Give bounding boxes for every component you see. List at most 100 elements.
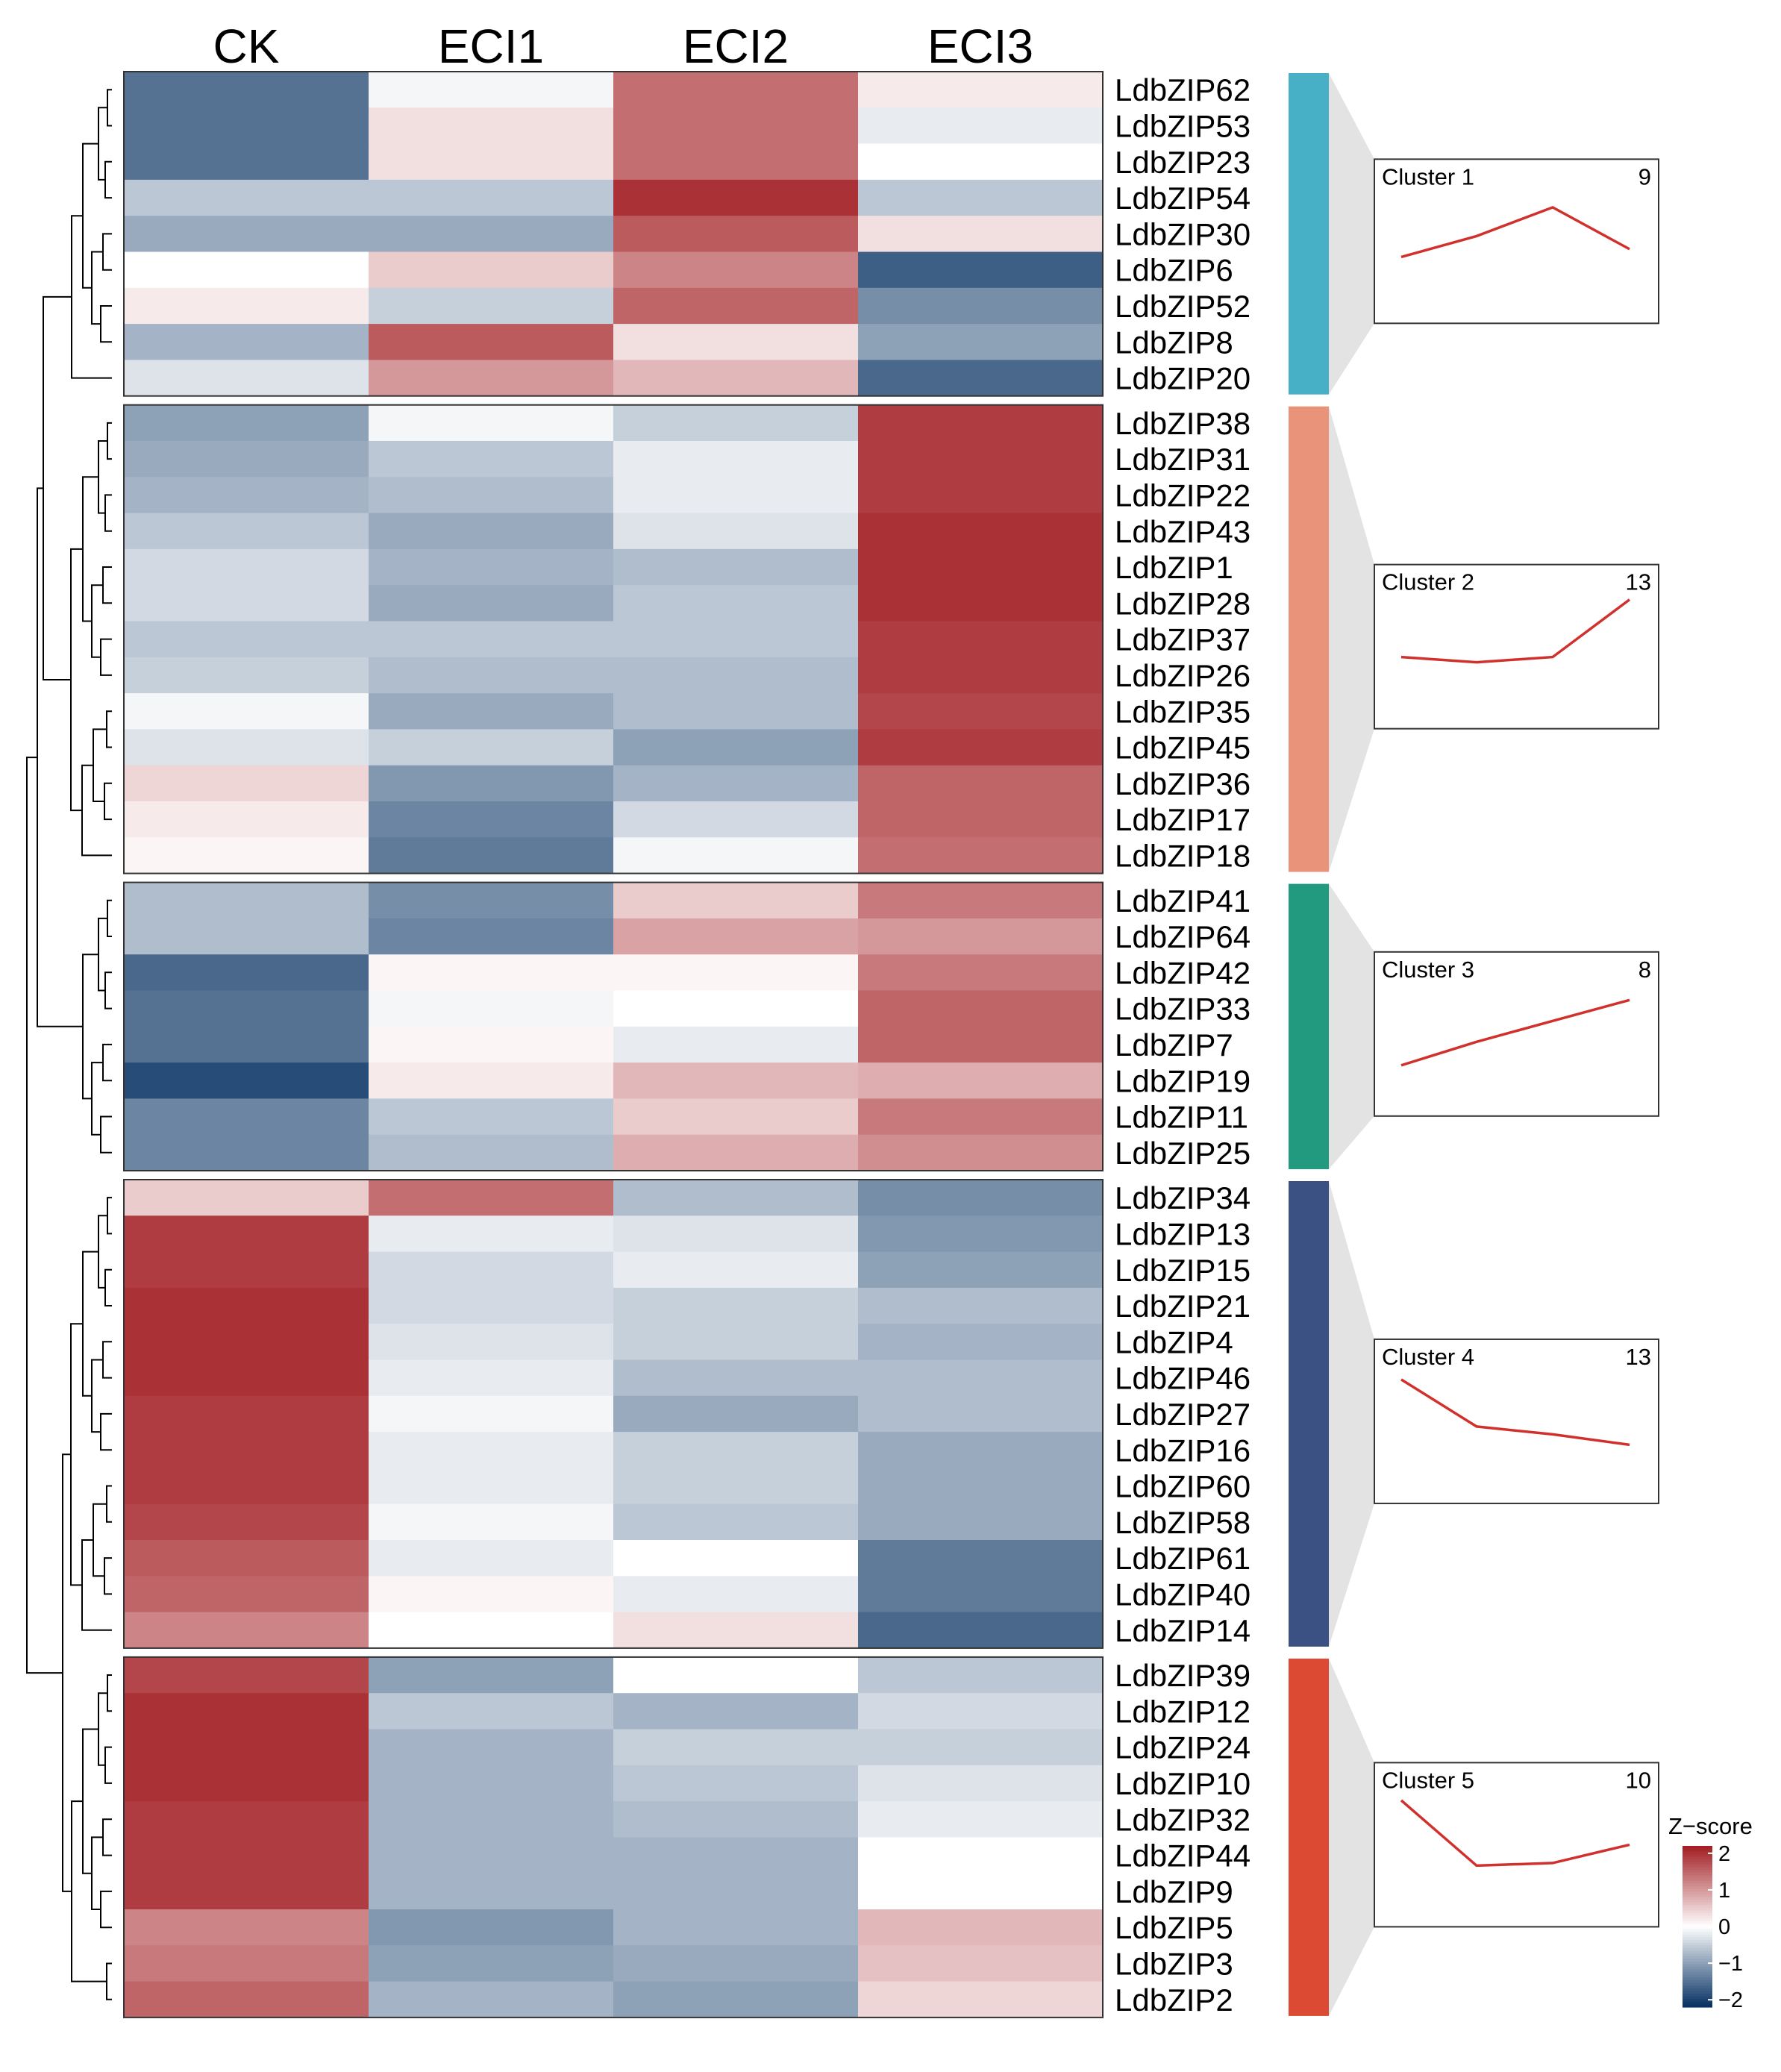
- heatmap-cell: [858, 1062, 1104, 1099]
- row-label: LdbZIP6: [1115, 253, 1233, 288]
- heatmap-cell: [369, 1837, 614, 1874]
- heatmap-cell: [369, 1765, 614, 1802]
- heatmap-cell: [613, 918, 859, 955]
- cluster-panel: [1374, 158, 1659, 325]
- heatmap-cell: [124, 1765, 369, 1802]
- row-label: LdbZIP3: [1115, 1946, 1233, 1981]
- dendrogram-branch: [82, 143, 98, 289]
- colorbar-segment: [1683, 1918, 1712, 1922]
- colorbar-segment: [1683, 1856, 1712, 1860]
- heatmap-cell: [613, 1729, 859, 1766]
- colorbar-segment: [1683, 1929, 1712, 1932]
- row-label: LdbZIP46: [1115, 1361, 1251, 1396]
- heatmap-cell: [858, 1251, 1104, 1289]
- cluster-count: 13: [1626, 569, 1651, 595]
- dendrogram-branch: [98, 440, 107, 514]
- dendrogram-branch: [100, 1412, 112, 1451]
- heatmap-cell: [858, 1540, 1104, 1577]
- heatmap-cell: [613, 1287, 859, 1324]
- heatmap-cell: [369, 990, 614, 1027]
- heatmap-cell: [369, 1432, 614, 1468]
- heatmap-cell: [858, 1612, 1104, 1649]
- dendrogram-branch: [100, 1890, 112, 1929]
- colorbar-segment: [1683, 1859, 1712, 1863]
- dendrogram-branch: [107, 422, 112, 460]
- colorbar-segment: [1683, 1991, 1712, 1994]
- heatmap-cell: [124, 1837, 369, 1874]
- heatmap-cell: [369, 441, 614, 478]
- column-labels: CK ECI1 ECI2 ECI3: [213, 19, 1034, 73]
- dendrogram-branch: [102, 1043, 112, 1082]
- heatmap-cell: [124, 548, 369, 586]
- heatmap-cell: [124, 1873, 369, 1910]
- colorbar-segment: [1683, 1940, 1712, 1944]
- heatmap-cell: [369, 954, 614, 991]
- cluster-border: [123, 1656, 1104, 2018]
- heatmap-cell: [369, 1729, 614, 1766]
- heatmap-cell: [124, 179, 369, 216]
- heatmap-cell: [858, 1026, 1104, 1063]
- heatmap-cell: [858, 404, 1104, 442]
- row-label: LdbZIP17: [1115, 802, 1251, 837]
- dendrogram-branch: [100, 305, 112, 343]
- heatmap-cell: [858, 837, 1104, 874]
- colorbar-segment: [1683, 1915, 1712, 1919]
- heatmap-cell: [858, 1468, 1104, 1505]
- colorbar-segment: [1683, 2004, 1712, 2008]
- row-label: LdbZIP38: [1115, 406, 1251, 441]
- colorbar-segment: [1683, 1865, 1712, 1868]
- cluster-color-bar: [1289, 883, 1329, 1169]
- cluster-count: 10: [1626, 1767, 1651, 1793]
- colorbar-segment: [1683, 1891, 1712, 1895]
- colorbar-segment: [1683, 1902, 1712, 1906]
- heatmap-cell: [124, 1612, 369, 1649]
- dendrogram-branch: [98, 1692, 107, 1766]
- colorbar-segment: [1683, 1883, 1712, 1887]
- heatmap-cell: [613, 360, 859, 397]
- heatmap-cell: [613, 1359, 859, 1397]
- heatmap-cell: [858, 882, 1104, 919]
- dendrogram-branch: [102, 1341, 112, 1379]
- dendrogram-branch: [104, 782, 112, 821]
- row-label: LdbZIP14: [1115, 1613, 1251, 1648]
- heatmap-cell: [369, 765, 614, 802]
- dendrogram-branch: [81, 764, 112, 857]
- row-label: LdbZIP31: [1115, 442, 1251, 477]
- heatmap-cell: [124, 990, 369, 1027]
- heatmap-cell: [369, 1134, 614, 1171]
- colorbar-segment: [1683, 1985, 1712, 1989]
- heatmap-cell: [613, 1945, 859, 1982]
- heatmap-cell: [613, 548, 859, 586]
- row-label: LdbZIP13: [1115, 1216, 1251, 1251]
- heatmap-cell: [858, 585, 1104, 622]
- colorbar-segment: [1683, 1969, 1712, 1973]
- dendrogram-branch: [82, 476, 98, 622]
- heatmap-cell: [613, 657, 859, 694]
- dendrogram-branch: [107, 1674, 112, 1712]
- heatmap-cell: [369, 585, 614, 622]
- colorbar-segment: [1683, 1964, 1712, 1968]
- heatmap-cell: [613, 1503, 859, 1541]
- heatmap-cell: [858, 621, 1104, 658]
- heatmap-cell: [124, 801, 369, 838]
- colorbar-segment: [1683, 1894, 1712, 1897]
- heatmap-cell: [613, 837, 859, 874]
- heatmap-cell: [613, 179, 859, 216]
- heatmap-cell: [613, 1180, 859, 1216]
- row-label: LdbZIP33: [1115, 992, 1251, 1027]
- colorbar-segment: [1683, 1853, 1712, 1857]
- heatmap-cell: [124, 107, 369, 145]
- dendrogram-branch: [107, 899, 112, 937]
- heatmap-cell: [613, 1098, 859, 1136]
- cluster-border: [123, 71, 1104, 397]
- heatmap-cells: [124, 72, 1104, 2018]
- heatmap-cell: [369, 404, 614, 442]
- colorbar-segment: [1683, 1950, 1712, 1954]
- row-label: LdbZIP2: [1115, 1982, 1233, 2018]
- heatmap-cell: [369, 360, 614, 397]
- heatmap-cell: [613, 1612, 859, 1649]
- heatmap-cell: [124, 1576, 369, 1613]
- row-label: LdbZIP18: [1115, 838, 1251, 873]
- heatmap-cell: [124, 657, 369, 694]
- row-label: LdbZIP30: [1115, 216, 1251, 251]
